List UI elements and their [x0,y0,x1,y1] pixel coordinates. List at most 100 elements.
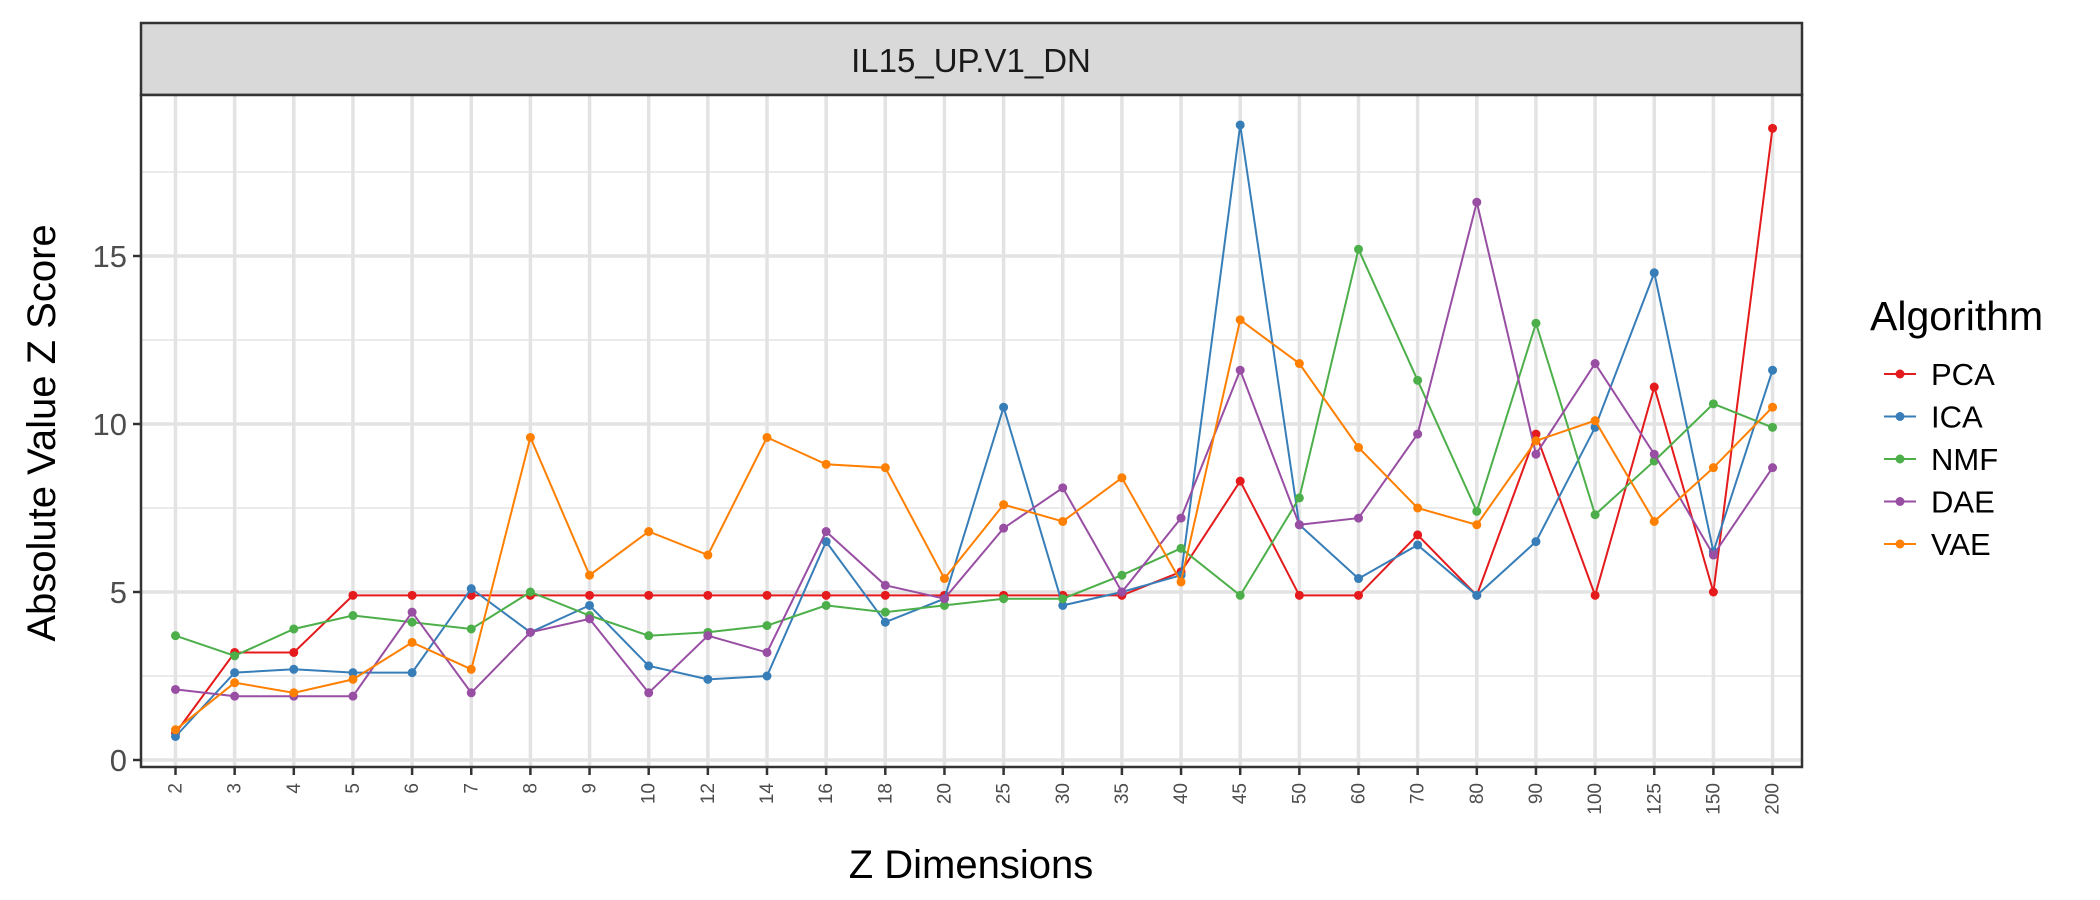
data-point-nmf [171,631,180,641]
y-tick-label: 0 [110,743,127,778]
data-point-pca [703,590,713,600]
x-tick-label: 25 [994,783,1015,804]
data-point-nmf [230,651,240,661]
legend-key-point [1895,497,1905,506]
data-point-dae [1176,513,1186,523]
x-tick-label: 4 [284,783,305,794]
data-point-vae [644,527,654,537]
data-point-ica [1235,120,1245,130]
data-point-ica [1354,574,1363,584]
series-line-vae [174,318,1774,731]
data-point-pca [1413,530,1423,540]
data-point-vae [289,688,299,698]
data-point-pca [289,647,299,657]
legend: Algorithm PCA ICA NMF DAE VAE [1870,293,2043,562]
facet-strip [139,21,1804,97]
data-point-nmf [1472,506,1482,516]
data-point-ica [1413,540,1423,550]
data-point-ica [171,731,180,741]
data-point-pca [1768,123,1778,133]
data-point-nmf [1768,422,1778,432]
data-point-dae [1472,197,1482,207]
plot-panel-border [139,93,1804,769]
data-point-pca [880,590,890,600]
x-tick-label: 2 [166,783,187,794]
data-point-dae [1354,513,1363,523]
x-tick-label: 50 [1289,783,1310,804]
series-line-ica [174,124,1774,738]
data-point-nmf [821,600,831,610]
data-point-nmf [1708,399,1718,409]
data-point-vae [880,463,890,473]
x-tick-label: 35 [1112,783,1133,804]
data-point-ica [230,668,240,678]
y-tick-label: 10 [93,407,127,442]
gridlines [141,95,1802,767]
legend-key-point [1895,369,1905,379]
x-axis-title: Z Dimensions [849,843,1094,887]
data-point-dae [1235,365,1245,375]
data-point-nmf [289,624,299,634]
data-point-ica [762,671,772,681]
series-line-dae [175,201,1774,698]
data-point-nmf [348,611,358,621]
x-tick-label: 14 [757,783,778,805]
data-point-dae [1531,449,1541,459]
legend-label: NMF [1931,442,1998,477]
data-point-ica [1649,268,1659,278]
data-point-pca [821,590,831,600]
data-point-nmf [1413,375,1423,385]
data-point-ica [466,584,476,594]
data-point-vae [1117,473,1127,483]
legend-item-ica: ICA [1884,400,1983,435]
legend-item-pca: PCA [1884,357,1995,392]
data-point-nmf [939,600,949,610]
x-tick-label: 60 [1349,783,1370,804]
data-point-nmf [1531,318,1541,328]
data-point-vae [230,678,240,688]
data-point-vae [999,500,1009,510]
data-point-ica [348,668,358,678]
data-point-dae [1058,483,1068,493]
data-point-pca [1294,590,1304,600]
legend-key-point [1895,539,1905,549]
data-point-ica [880,617,890,627]
x-tick-label: 40 [1171,783,1192,804]
data-point-dae [1590,359,1600,369]
series-line-nmf [175,246,1773,657]
x-tick-label: 80 [1467,783,1488,804]
x-tick-label: 150 [1703,783,1724,815]
data-point-dae [1294,520,1304,530]
data-point-vae [703,550,713,560]
data-point-vae [1590,416,1600,426]
data-point-pca [762,590,772,600]
legend-item-vae: VAE [1884,527,1991,562]
x-tick-label: 9 [580,783,601,794]
data-point-dae [585,614,595,624]
data-point-vae [1649,516,1659,526]
data-point-ica [999,402,1009,412]
data-point-nmf [466,624,476,634]
data-point-vae [1058,516,1068,526]
data-point-dae [466,688,476,698]
data-point-nmf [999,594,1009,604]
legend-item-nmf: NMF [1884,442,1998,477]
data-point-ica [644,661,654,671]
data-point-nmf [1117,570,1127,580]
data-point-dae [821,527,831,537]
x-tick-label: 6 [402,783,423,794]
x-tick-label: 7 [461,783,482,794]
data-point-dae [1768,463,1778,473]
data-point-vae [1531,436,1541,446]
data-point-nmf [525,587,535,597]
data-point-vae [1294,359,1304,369]
legend-items: PCA ICA NMF DAE VAE [1884,357,1998,562]
data-point-nmf [1058,594,1068,604]
data-point-vae [407,637,417,647]
x-tick-label: 100 [1585,783,1606,815]
data-point-dae [230,691,240,701]
data-point-dae [939,594,949,604]
data-point-dae [525,627,535,637]
legend-item-dae: DAE [1884,485,1995,520]
